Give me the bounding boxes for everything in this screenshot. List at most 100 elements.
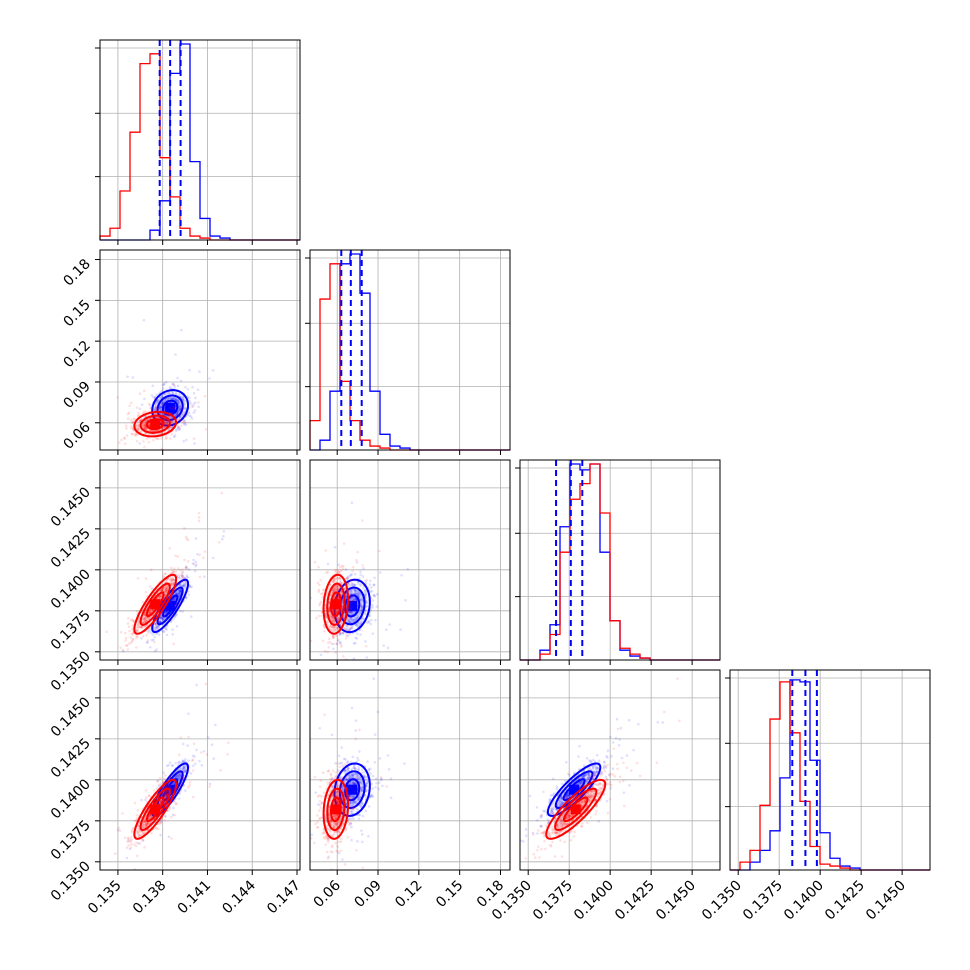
sample-point [146,629,150,633]
sample-point [136,622,139,625]
sample-point [332,642,336,646]
sample-point [158,620,162,624]
sample-point [333,588,337,591]
sample-point [177,776,180,780]
sample-point [338,624,342,627]
sample-point [163,588,167,592]
sample-point [334,651,337,654]
sample-point [176,411,180,415]
sample-point [198,370,201,373]
sample-point [145,618,149,621]
sample-point [158,405,162,409]
sample-point [178,407,182,411]
sample-point [202,749,206,753]
sample-point [358,611,362,615]
sample-point [176,425,180,429]
sample-point [182,767,185,770]
sample-point [126,375,129,379]
sample-point [338,632,341,635]
sample-point [341,584,345,587]
sample-point [319,653,323,657]
sample-point [331,580,334,584]
sample-point [181,759,185,763]
sample-point [129,426,133,430]
density-peak-blue [165,600,176,611]
sample-point [171,598,175,602]
sample-point [193,569,197,573]
sample-point [177,591,181,595]
sample-point [326,650,329,654]
sample-point [175,625,179,628]
sample-point [147,423,151,426]
sample-point [137,411,141,415]
sample-point [175,591,178,594]
sample-point [175,591,178,595]
sample-point [143,426,147,429]
sample-point [170,578,174,582]
sample-point [183,558,186,562]
sample-point [178,589,181,592]
sample-point [350,581,354,585]
sample-point [363,611,367,615]
sample-point [333,619,337,623]
sample-point [172,578,176,582]
sample-point [182,769,185,772]
sample-point [144,619,147,623]
sample-point [362,734,365,737]
sample-point [125,643,128,647]
sample-point [339,641,342,644]
sample-point [344,637,348,640]
sample-point [182,766,185,769]
sample-point [162,399,166,403]
sample-point [170,419,174,422]
sample-point [197,405,200,409]
sample-point [189,615,193,618]
sample-point [145,633,148,637]
sample-point [335,596,339,600]
sample-point [368,614,371,618]
sample-point [348,610,351,614]
sample-point [180,571,184,575]
sample-point [143,617,146,621]
sample-point [329,583,332,587]
sample-point [170,566,173,570]
sample-point [169,579,172,583]
sample-point [192,558,195,562]
sample-point [181,568,184,571]
sample-point [180,584,183,588]
sample-point [160,394,164,398]
sample-point [370,586,373,589]
sample-point [346,575,350,578]
sample-point [128,847,132,851]
sample-point [332,580,336,583]
sample-point [182,769,186,772]
sample-point [163,612,167,616]
sample-point [158,407,162,410]
sample-point [220,537,224,541]
sample-point [206,736,210,739]
sample-point [189,402,193,405]
sample-point [325,571,328,575]
sample-point [359,604,363,608]
y-tick-label: 0.1350 [48,648,94,694]
sample-point [183,412,186,416]
sample-point [335,597,339,600]
sample-point [333,596,336,600]
sample-point [150,638,154,642]
sample-point [170,421,173,424]
sample-point [356,632,359,636]
sample-point [154,622,158,626]
sample-point [354,590,358,594]
sample-point [179,395,182,398]
sample-point [354,598,357,601]
sample-point [158,620,162,624]
sample-point [350,605,353,608]
sample-point [155,408,159,412]
sample-point [365,604,369,608]
sample-point [183,582,187,585]
sample-point [353,583,356,587]
contour-blue [151,389,190,427]
sample-point [181,584,185,588]
sample-point [177,400,181,403]
sample-point [184,596,188,600]
